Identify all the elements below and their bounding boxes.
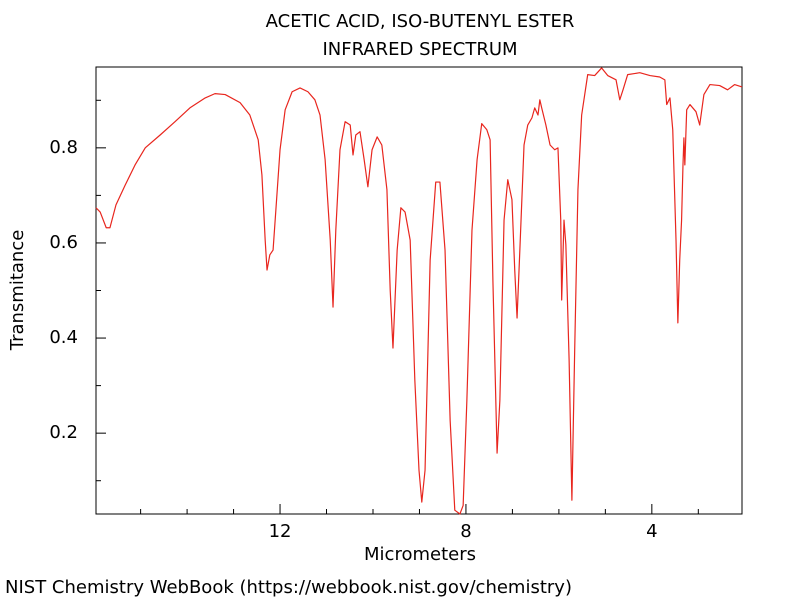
chart-subtitle: INFRARED SPECTRUM bbox=[322, 39, 517, 60]
y-tick-label: 0.2 bbox=[49, 422, 78, 443]
y-tick-label: 0.6 bbox=[49, 232, 78, 253]
x-tick-label: 4 bbox=[646, 521, 657, 542]
source-note: NIST Chemistry WebBook (https://webbook.… bbox=[5, 577, 572, 598]
y-tick-label: 0.8 bbox=[49, 137, 78, 158]
y-tick-label: 0.4 bbox=[49, 327, 78, 348]
spectrum-line bbox=[95, 67, 743, 515]
y-axis-label: Transmitance bbox=[7, 230, 28, 352]
x-axis-label: Micrometers bbox=[364, 544, 476, 565]
plot-frame bbox=[95, 66, 743, 515]
x-tick-label: 12 bbox=[269, 521, 292, 542]
x-tick-label: 8 bbox=[460, 521, 471, 542]
chart-title: ACETIC ACID, ISO-BUTENYL ESTER bbox=[266, 11, 575, 32]
